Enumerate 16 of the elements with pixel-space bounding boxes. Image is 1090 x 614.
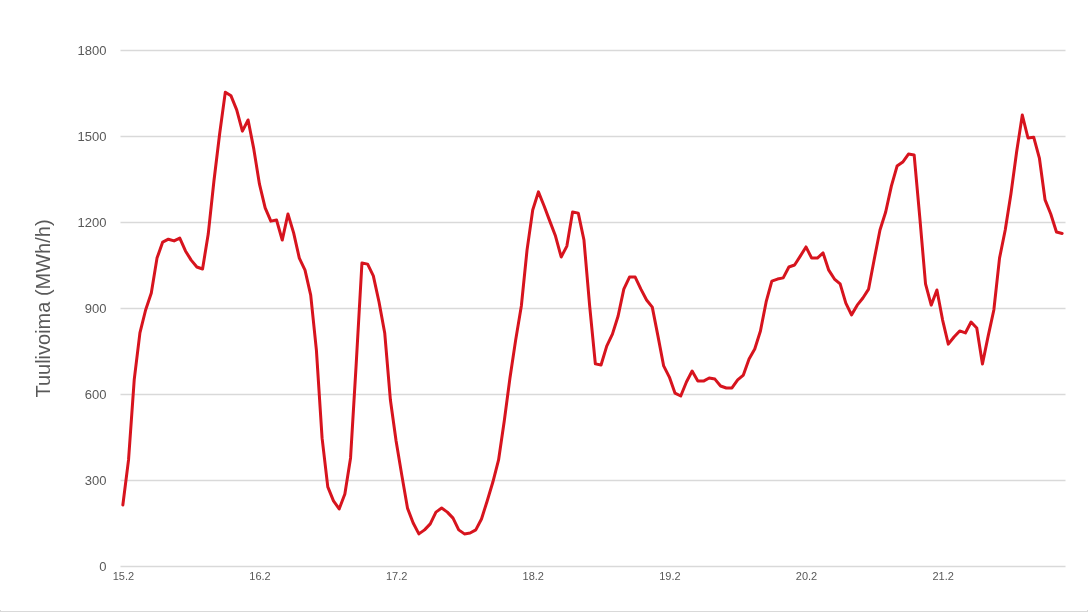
x-tick-label: 19.2 [659,569,681,582]
x-tick-label: 20.2 [795,569,818,582]
x-tick-label: 16.2 [249,569,271,582]
x-tick-label: 18.2 [522,569,544,582]
line-series [121,90,1064,536]
x-tick-label: 17.2 [385,569,408,582]
y-tick-label: 1800 [77,42,107,58]
y-tick-label: 300 [84,472,107,488]
y-tick-label: 1500 [77,128,107,144]
x-tick-label: 21.2 [932,569,954,582]
y-tick-label: 600 [84,386,107,402]
y-tick-label: 0 [99,558,107,574]
y-tick-label: 1200 [77,214,107,230]
y-axis-title: Tuulivoima (MWh/h) [31,219,54,398]
y-tick-label: 900 [84,300,107,316]
x-tick-label: 15.2 [112,569,135,582]
